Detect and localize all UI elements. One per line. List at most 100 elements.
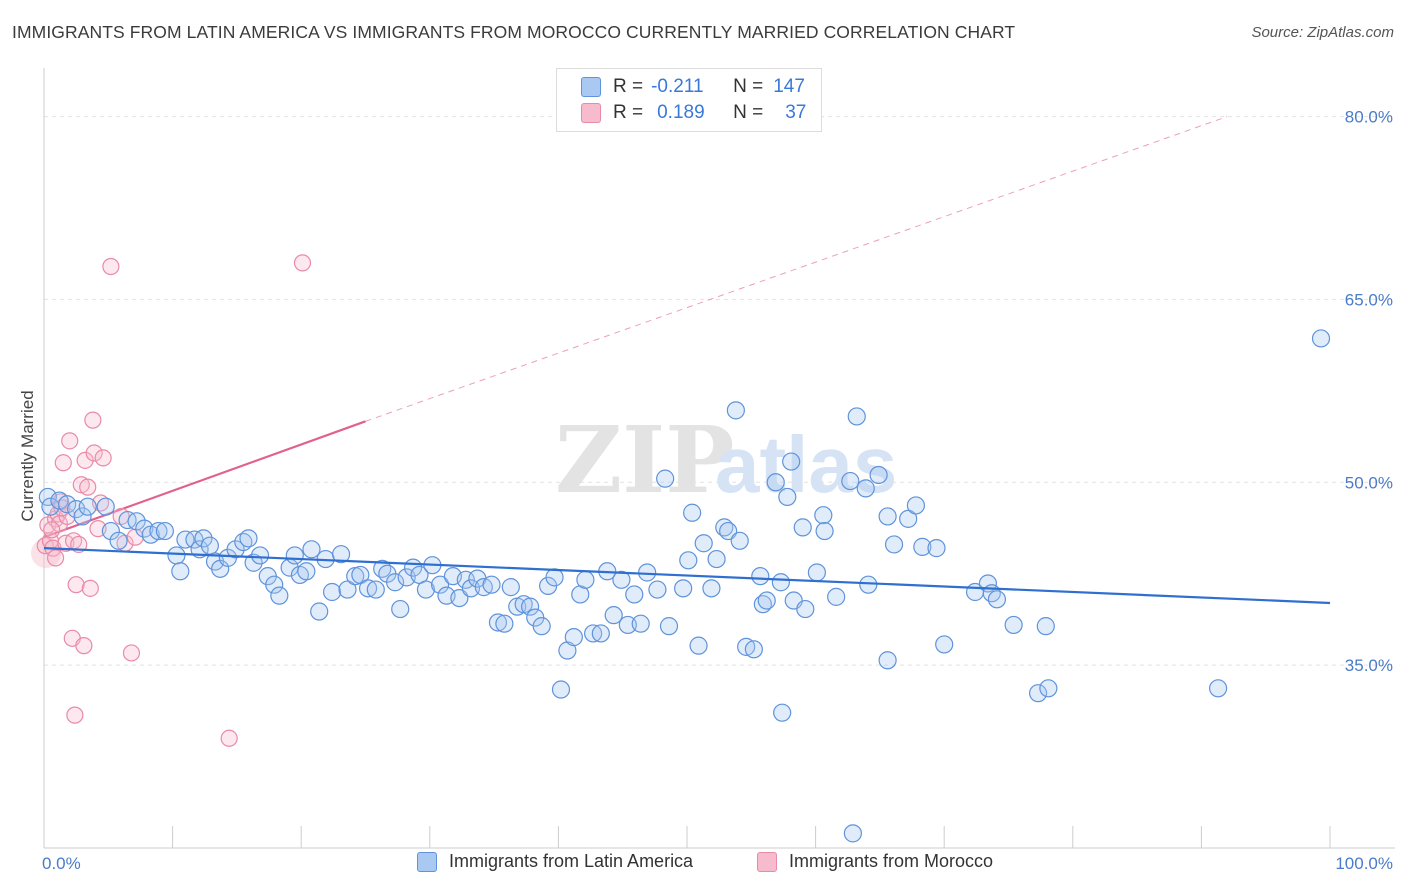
data-point: [461, 579, 481, 598]
data-point: [122, 644, 141, 662]
legend-swatch-latin-america: [581, 77, 601, 97]
data-point: [773, 703, 792, 722]
data-point: [84, 411, 102, 429]
data-point: [612, 570, 631, 589]
data-point: [265, 575, 284, 594]
data-point: [250, 546, 270, 565]
morocco-trend-line: [43, 116, 1228, 539]
x-tick-label: 0.0%: [42, 854, 81, 873]
data-point: [702, 579, 721, 598]
data-point: [631, 614, 650, 633]
legend-row-latin-america: R = -0.211 N = 147: [581, 74, 805, 100]
data-point: [54, 454, 72, 472]
data-point: [220, 729, 238, 747]
data-point: [73, 507, 92, 526]
legend-n-value: 37: [785, 102, 807, 123]
data-point: [814, 506, 833, 525]
data-point: [815, 521, 834, 541]
data-point: [171, 562, 190, 581]
data-point: [430, 575, 450, 594]
data-point: [43, 521, 61, 539]
data-point: [338, 580, 357, 599]
data-point: [79, 478, 97, 496]
data-point: [501, 578, 520, 597]
data-point: [200, 536, 219, 555]
data-point: [488, 613, 508, 632]
data-point: [81, 579, 99, 597]
legend-item-latin-america[interactable]: Immigrants from Latin America: [417, 851, 693, 872]
data-point: [618, 615, 637, 635]
data-point: [757, 591, 776, 610]
data-point: [58, 495, 77, 514]
data-point: [149, 521, 168, 541]
data-point: [859, 575, 878, 594]
data-point: [351, 565, 370, 585]
data-point: [884, 535, 904, 554]
data-point: [782, 452, 801, 471]
data-point: [532, 617, 551, 636]
legend-swatch-morocco: [757, 851, 777, 872]
data-point: [793, 518, 812, 537]
data-point: [495, 614, 514, 633]
legend-row-morocco: R = 0.189 N = 37: [581, 100, 806, 126]
data-point: [239, 529, 258, 548]
data-point: [101, 521, 120, 541]
data-point: [331, 545, 351, 564]
data-point: [297, 562, 316, 581]
data-point: [766, 473, 785, 492]
data-point: [719, 521, 738, 541]
data-point: [551, 680, 571, 699]
data-point: [807, 563, 826, 582]
data-point: [625, 585, 644, 604]
data-point: [604, 606, 623, 625]
legend-n-value: 147: [773, 76, 805, 97]
data-point: [659, 617, 679, 636]
data-point: [76, 451, 94, 469]
data-point: [683, 503, 702, 522]
data-point: [1209, 679, 1228, 698]
y-tick-label: 35.0%: [1345, 656, 1393, 675]
data-point: [85, 444, 103, 462]
data-point: [679, 551, 698, 570]
data-point: [656, 469, 675, 488]
data-point: [841, 471, 860, 491]
data-point: [416, 580, 436, 599]
y-tick-label: 80.0%: [1345, 108, 1393, 127]
data-point: [927, 539, 946, 558]
data-point: [96, 497, 115, 516]
morocco-trend-dashed: [365, 116, 1228, 422]
data-point: [358, 579, 378, 598]
legend-item-morocco[interactable]: Immigrants from Morocco: [757, 851, 993, 872]
data-point: [878, 651, 897, 670]
data-point: [302, 540, 321, 559]
data-point: [1036, 617, 1055, 636]
data-point: [564, 628, 583, 647]
data-point: [591, 624, 610, 643]
data-point: [847, 407, 866, 426]
data-point: [1028, 684, 1048, 703]
data-point: [1039, 679, 1058, 698]
data-point: [827, 587, 846, 606]
watermark: ZIP atlas: [555, 406, 897, 514]
source-label: Source: ZipAtlas.com: [1251, 24, 1394, 41]
data-point: [366, 580, 385, 599]
latin-america-trend-solid: [43, 547, 1331, 605]
y-tick-label: 65.0%: [1345, 290, 1393, 309]
data-point: [856, 479, 875, 498]
data-point: [66, 706, 84, 724]
legend-r-label: R =: [613, 76, 644, 97]
data-point: [61, 432, 79, 450]
data-point: [244, 553, 263, 572]
data-point: [1311, 329, 1331, 348]
data-point: [689, 636, 708, 655]
data-point: [584, 624, 603, 643]
data-point: [75, 637, 93, 655]
data-point: [270, 586, 289, 605]
data-point: [796, 599, 815, 619]
legend-swatch-morocco: [581, 103, 601, 123]
data-point: [127, 512, 146, 531]
data-point: [576, 570, 595, 589]
morocco-trend-solid: [43, 420, 366, 539]
data-point: [385, 573, 405, 592]
legend-r-value: -0.211: [651, 76, 704, 97]
